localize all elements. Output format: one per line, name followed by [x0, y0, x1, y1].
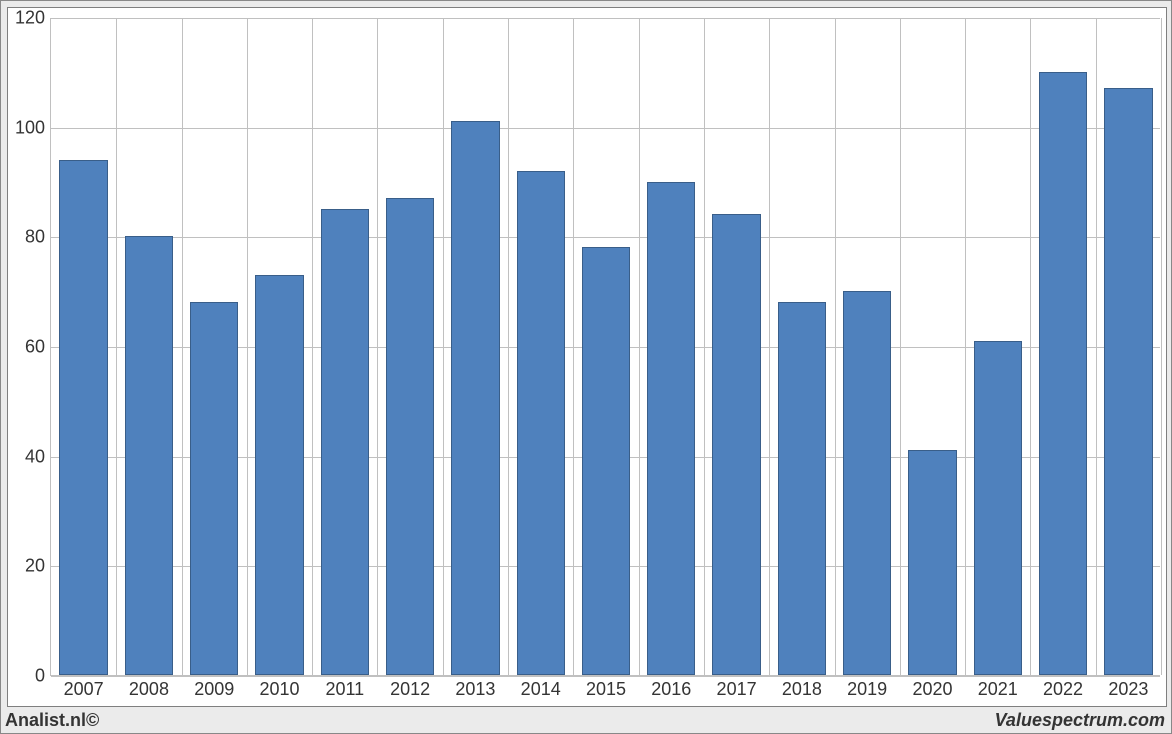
- gridline-v: [965, 18, 966, 675]
- bar: [386, 198, 434, 675]
- bar: [451, 121, 499, 675]
- xtick-label: 2008: [129, 675, 169, 700]
- xtick-label: 2023: [1108, 675, 1148, 700]
- ytick-label: 60: [25, 337, 51, 358]
- bar: [778, 302, 826, 675]
- xtick-label: 2018: [782, 675, 822, 700]
- gridline-v: [116, 18, 117, 675]
- gridline-h: [51, 18, 1160, 19]
- xtick-label: 2011: [325, 675, 364, 700]
- bar: [712, 214, 760, 675]
- gridline-v: [835, 18, 836, 675]
- bar: [59, 160, 107, 675]
- bar: [190, 302, 238, 675]
- xtick-label: 2010: [259, 675, 299, 700]
- bar: [582, 247, 630, 675]
- ytick-label: 120: [15, 8, 51, 29]
- bar: [1104, 88, 1152, 675]
- bar: [125, 236, 173, 675]
- xtick-label: 2009: [194, 675, 234, 700]
- xtick-label: 2022: [1043, 675, 1083, 700]
- xtick-label: 2020: [912, 675, 952, 700]
- gridline-v: [639, 18, 640, 675]
- gridline-v: [1161, 18, 1162, 675]
- gridline-v: [312, 18, 313, 675]
- gridline-v: [900, 18, 901, 675]
- ytick-label: 40: [25, 446, 51, 467]
- gridline-v: [508, 18, 509, 675]
- xtick-label: 2013: [455, 675, 495, 700]
- gridline-v: [573, 18, 574, 675]
- bar: [647, 182, 695, 676]
- gridline-v: [1030, 18, 1031, 675]
- xtick-label: 2016: [651, 675, 691, 700]
- gridline-v: [769, 18, 770, 675]
- gridline-v: [443, 18, 444, 675]
- xtick-label: 2014: [521, 675, 561, 700]
- footer-right: Valuespectrum.com: [995, 710, 1165, 731]
- gridline-v: [247, 18, 248, 675]
- gridline-v: [704, 18, 705, 675]
- bar: [517, 171, 565, 675]
- chart-inner: 0 20 40 60 80 100 120 2007 2008 2009 2010 2011 2012 2…: [7, 7, 1167, 707]
- xtick-label: 2017: [717, 675, 757, 700]
- xtick-label: 2019: [847, 675, 887, 700]
- bar: [974, 341, 1022, 675]
- bar: [843, 291, 891, 675]
- xtick-label: 2012: [390, 675, 430, 700]
- gridline-v: [1096, 18, 1097, 675]
- bar: [1039, 72, 1087, 675]
- plot-area: 0204060801001202007200820092010201120122…: [50, 18, 1160, 676]
- footer-left: Analist.nl©: [5, 710, 99, 731]
- bar: [321, 209, 369, 675]
- bar: [908, 450, 956, 675]
- ytick-label: 0: [35, 666, 51, 687]
- xtick-label: 2021: [978, 675, 1018, 700]
- gridline-h: [51, 237, 1160, 238]
- chart-container: 0 20 40 60 80 100 120 2007 2008 2009 2010 2011 2012 2…: [0, 0, 1172, 734]
- bar: [255, 275, 303, 675]
- gridline-h: [51, 128, 1160, 129]
- xtick-label: 2015: [586, 675, 626, 700]
- ytick-label: 20: [25, 556, 51, 577]
- ytick-label: 80: [25, 227, 51, 248]
- gridline-v: [377, 18, 378, 675]
- gridline-v: [182, 18, 183, 675]
- ytick-label: 100: [15, 117, 51, 138]
- xtick-label: 2007: [64, 675, 104, 700]
